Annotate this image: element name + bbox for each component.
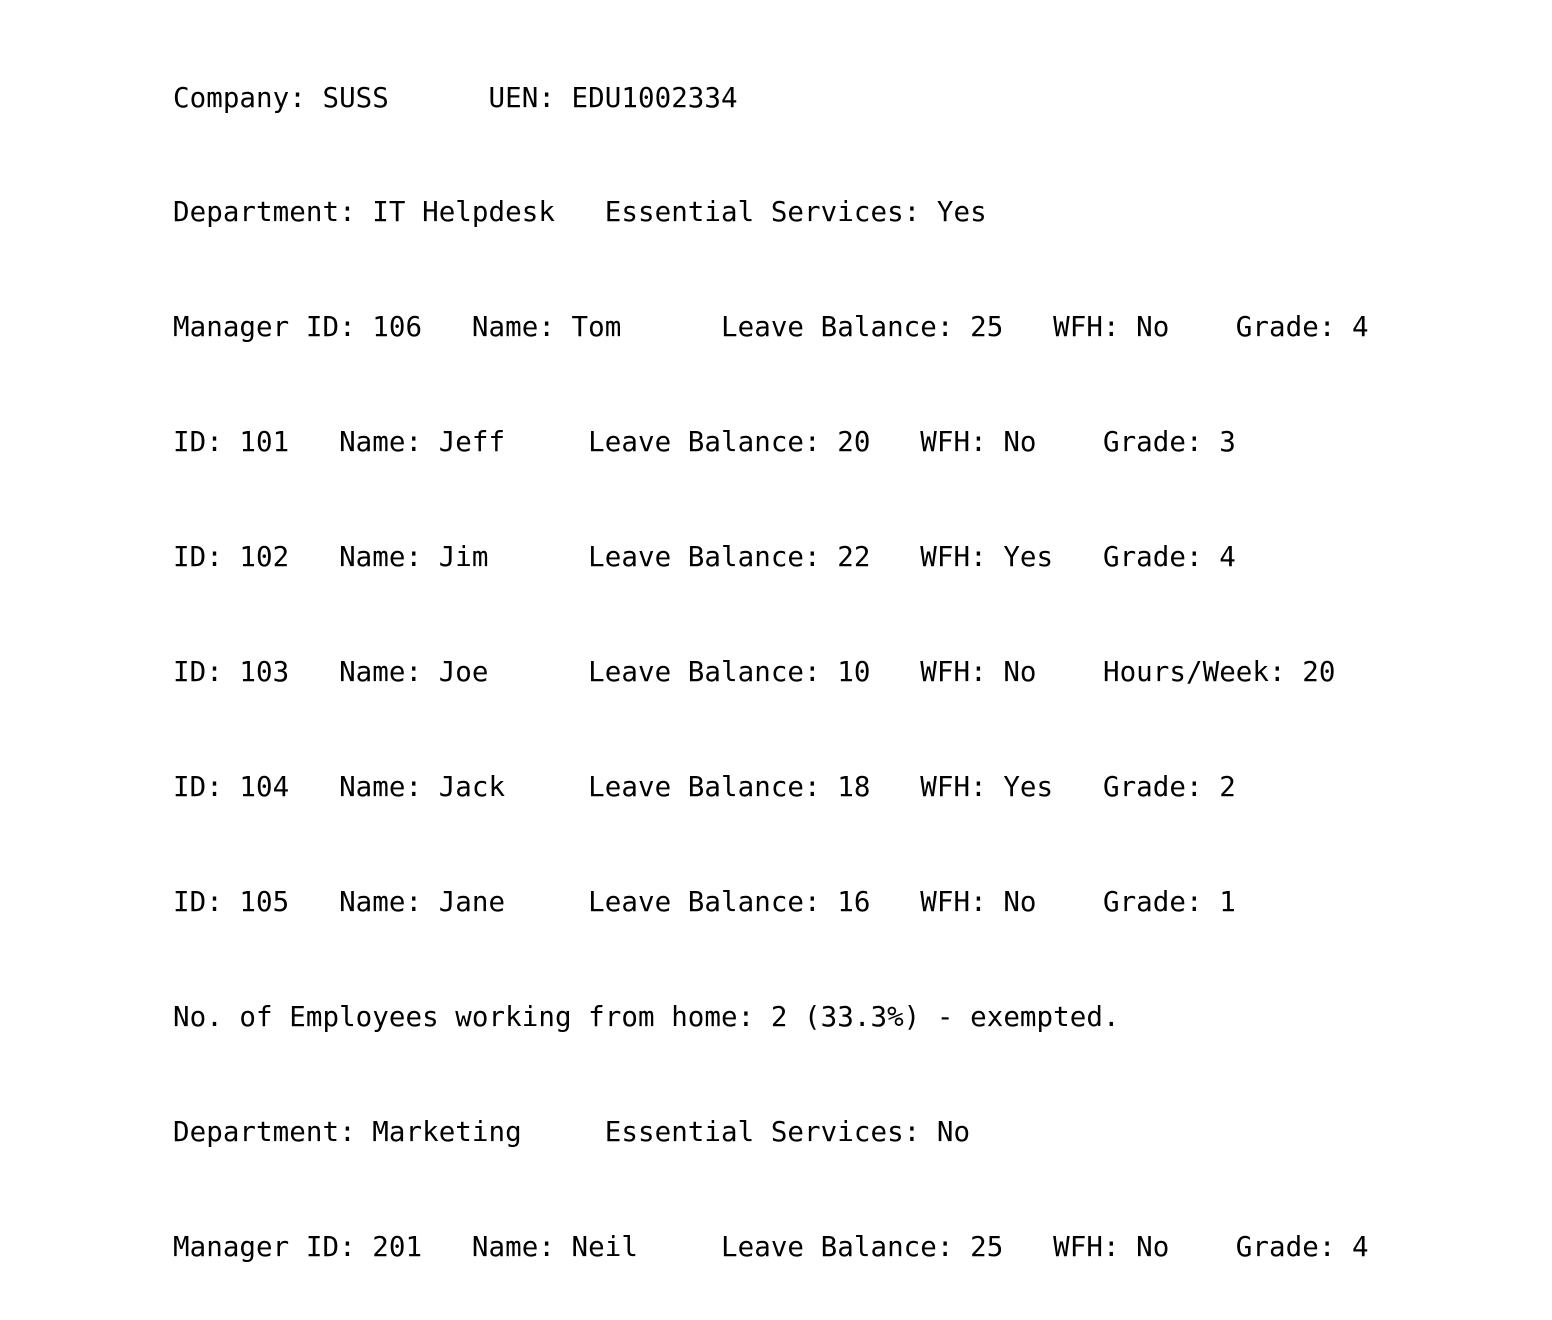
employee-row-101: ID: 101 Name: Jeff Leave Balance: 20 WFH… (173, 426, 1236, 459)
employee-row-103: ID: 103 Name: Joe Leave Balance: 10 WFH:… (173, 656, 1336, 689)
employee-row-102: ID: 102 Name: Jim Leave Balance: 22 WFH:… (173, 541, 1236, 574)
manager-row-106: Manager ID: 106 Name: Tom Leave Balance:… (173, 311, 1369, 344)
employee-row-105: ID: 105 Name: Jane Leave Balance: 16 WFH… (173, 885, 1236, 918)
console-output: Company: SUSS UEN: EDU1002334 Department… (173, 2, 1369, 1320)
company-line: Company: SUSS UEN: EDU1002334 (173, 81, 738, 114)
manager-row-201: Manager ID: 201 Name: Neil Leave Balance… (173, 1230, 1369, 1263)
wfh-summary-it-helpdesk: No. of Employees working from home: 2 (3… (173, 1000, 1120, 1033)
employee-row-104: ID: 104 Name: Jack Leave Balance: 18 WFH… (173, 770, 1236, 803)
department-header-marketing: Department: Marketing Essential Services… (173, 1115, 971, 1148)
department-header-it-helpdesk: Department: IT Helpdesk Essential Servic… (173, 196, 987, 229)
